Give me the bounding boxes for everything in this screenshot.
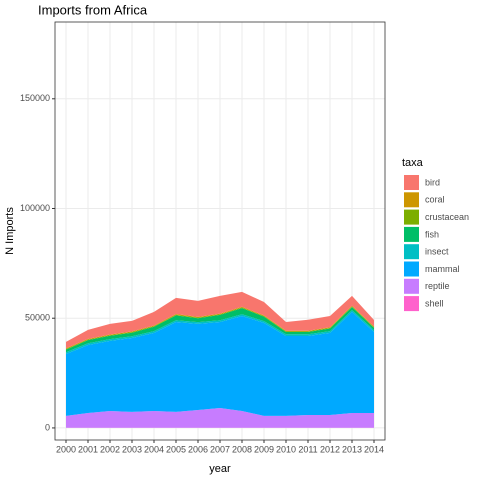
legend-label: shell: [425, 298, 444, 308]
y-tick-label: 0: [45, 422, 50, 432]
legend-label: reptile: [425, 281, 450, 291]
legend-label: bird: [425, 177, 440, 187]
x-tick-label: 2002: [100, 444, 120, 454]
area: [66, 311, 374, 416]
legend-title: taxa: [402, 157, 424, 169]
x-tick-label: 2004: [144, 444, 164, 454]
legend-key: [404, 175, 419, 190]
area: [66, 307, 374, 353]
y-axis-label: N Imports: [4, 207, 16, 255]
x-tick-label: 2006: [188, 444, 208, 454]
chart-title: Imports from Africa: [38, 2, 148, 17]
legend-key: [404, 296, 419, 312]
x-tick-label: 2005: [166, 444, 186, 454]
x-tick-label: 2003: [122, 444, 142, 454]
x-tick-label: 2010: [276, 444, 296, 454]
x-tick-label: 2007: [210, 444, 230, 454]
legend-key: [404, 209, 419, 225]
x-tick-label: 2000: [56, 444, 76, 454]
y-tick-label: 100000: [20, 203, 50, 213]
legend-label: coral: [425, 195, 445, 205]
x-tick-label: 2014: [364, 444, 384, 454]
legend-key: [404, 244, 419, 260]
x-tick-label: 2013: [342, 444, 362, 454]
legend-key: [404, 261, 419, 277]
legend-key: [404, 192, 419, 208]
legend-label: mammal: [425, 264, 460, 274]
legend-key: [404, 226, 419, 242]
legend-label: crustacean: [425, 212, 469, 222]
y-tick-label: 150000: [20, 93, 50, 103]
panel-border: [54, 21, 386, 441]
legend-label: fish: [425, 229, 439, 239]
y-tick-label: 50000: [25, 313, 50, 323]
legend-label: insect: [425, 247, 449, 257]
x-tick-label: 2011: [298, 444, 317, 454]
legend-key: [404, 278, 419, 294]
x-tick-label: 2012: [320, 444, 340, 454]
area: [66, 291, 374, 349]
area: [66, 407, 374, 428]
x-tick-label: 2008: [232, 444, 252, 454]
x-axis-label: year: [209, 463, 231, 475]
x-tick-label: 2009: [254, 444, 274, 454]
x-tick-label: 2001: [78, 444, 98, 454]
